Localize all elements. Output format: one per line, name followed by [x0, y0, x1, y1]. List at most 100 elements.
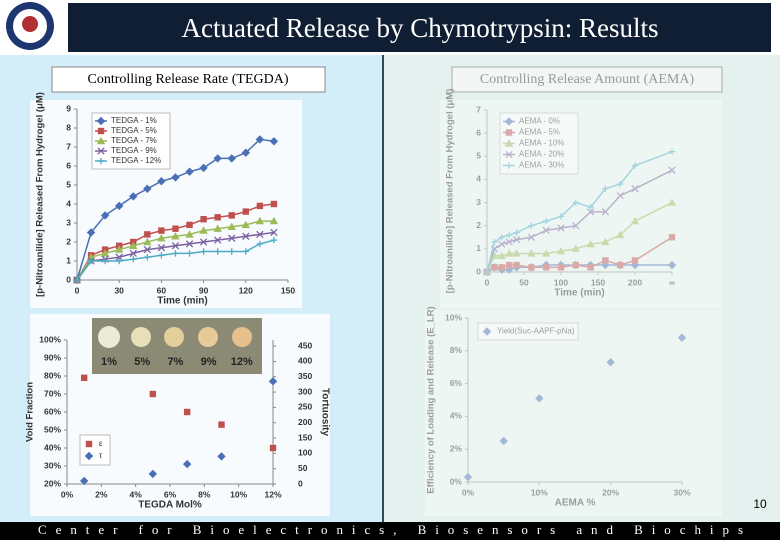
left-heading-box: [51, 66, 326, 93]
x-axis-title: Time (min): [157, 296, 207, 307]
marker: [129, 241, 138, 249]
marker: [668, 166, 676, 174]
marker: [542, 260, 551, 270]
x-tick-label: 20%: [602, 487, 619, 497]
marker: [587, 204, 594, 211]
legend-marker: [85, 440, 93, 448]
marker: [172, 250, 179, 257]
footer-bar: [0, 522, 780, 540]
marker: [490, 245, 499, 253]
x-tick-label: 60: [157, 285, 167, 295]
y-axis-title: Efficiency of Loading and Release (E_LR): [426, 306, 437, 493]
marker: [171, 173, 180, 182]
marker: [171, 242, 180, 250]
right-heading: Controlling Release Amount (AEMA): [480, 72, 695, 87]
x-tick-label: 4%: [130, 489, 143, 499]
y-tick-label: 4: [66, 198, 71, 208]
legend-label: AEMA - 5%: [519, 128, 560, 137]
marker: [213, 224, 222, 232]
marker: [242, 232, 250, 240]
x-tick-label: 10%: [531, 487, 548, 497]
marker: [256, 240, 264, 248]
marker: [571, 260, 580, 270]
marker: [86, 228, 96, 237]
marker: [505, 265, 514, 274]
marker: [497, 251, 506, 259]
y-tick-label: 3: [476, 197, 481, 207]
marker: [185, 240, 194, 248]
marker: [616, 230, 625, 239]
legend-marker: [97, 127, 105, 135]
chart: 0% 2% 4% 6% 8% 10% 0% 10% 20% 30% AEMA % Efficiency…: [426, 306, 691, 508]
marker: [586, 260, 595, 270]
legend-box: [79, 434, 111, 466]
y-tick-label: 3: [66, 217, 71, 227]
marker: [268, 377, 278, 386]
marker: [527, 249, 536, 257]
marker: [586, 208, 595, 216]
marker: [601, 237, 610, 246]
marker: [586, 240, 595, 248]
legend-label: TEDGA - 5%: [111, 126, 157, 135]
y-tick-label: 2: [476, 220, 481, 230]
legend-label: τ: [99, 451, 103, 460]
marker: [186, 250, 193, 257]
marker: [200, 248, 207, 255]
marker: [158, 252, 165, 259]
x-tick-label: 30: [114, 285, 124, 295]
marker: [143, 245, 151, 254]
marker: [158, 227, 165, 234]
x-tick-label: 12%: [264, 489, 281, 499]
marker: [144, 254, 151, 261]
marker: [116, 257, 123, 265]
series-line: [486, 201, 673, 273]
y-tick-label: 60%: [44, 406, 61, 416]
marker: [228, 234, 236, 242]
marker: [227, 222, 236, 230]
marker: [506, 231, 513, 239]
marker: [483, 268, 491, 276]
marker: [630, 216, 640, 225]
y-tick-label: 70%: [44, 388, 61, 398]
marker: [557, 213, 565, 220]
x-tick-label: 2%: [95, 489, 108, 499]
marker: [542, 249, 551, 257]
marker: [571, 244, 580, 253]
marker: [490, 263, 499, 272]
y-tick-label: 8%: [450, 345, 463, 355]
marker: [483, 268, 491, 276]
marker: [572, 222, 580, 230]
marker: [149, 390, 157, 398]
marker: [543, 264, 550, 271]
marker: [157, 244, 166, 252]
legend-marker: [505, 129, 513, 136]
marker: [115, 245, 124, 253]
y-tick-label: 40%: [44, 442, 61, 452]
chart-area-3: [440, 100, 722, 308]
photo-label: 12%: [231, 356, 253, 368]
marker: [228, 248, 235, 255]
sample-photo: [92, 318, 262, 374]
legend-label: AEMA - 20%: [519, 150, 564, 159]
marker: [148, 469, 158, 479]
y-tick-label: 7: [476, 104, 481, 114]
marker: [630, 260, 640, 270]
marker: [242, 248, 249, 255]
marker: [557, 224, 565, 232]
series-line: [486, 236, 673, 273]
sample: [232, 327, 252, 347]
sample: [164, 327, 184, 347]
x-tick-label: 0: [485, 277, 490, 287]
marker: [185, 230, 194, 238]
y-tick-label: 9: [66, 103, 71, 113]
marker: [80, 374, 88, 381]
marker: [143, 237, 152, 246]
marker: [490, 251, 499, 259]
y2-tick-label: 300: [298, 386, 312, 396]
x-tick-label: 0%: [61, 489, 74, 499]
marker: [499, 436, 508, 446]
marker: [668, 234, 676, 241]
legend-marker: [84, 451, 94, 461]
marker: [214, 236, 222, 244]
marker: [241, 220, 250, 229]
